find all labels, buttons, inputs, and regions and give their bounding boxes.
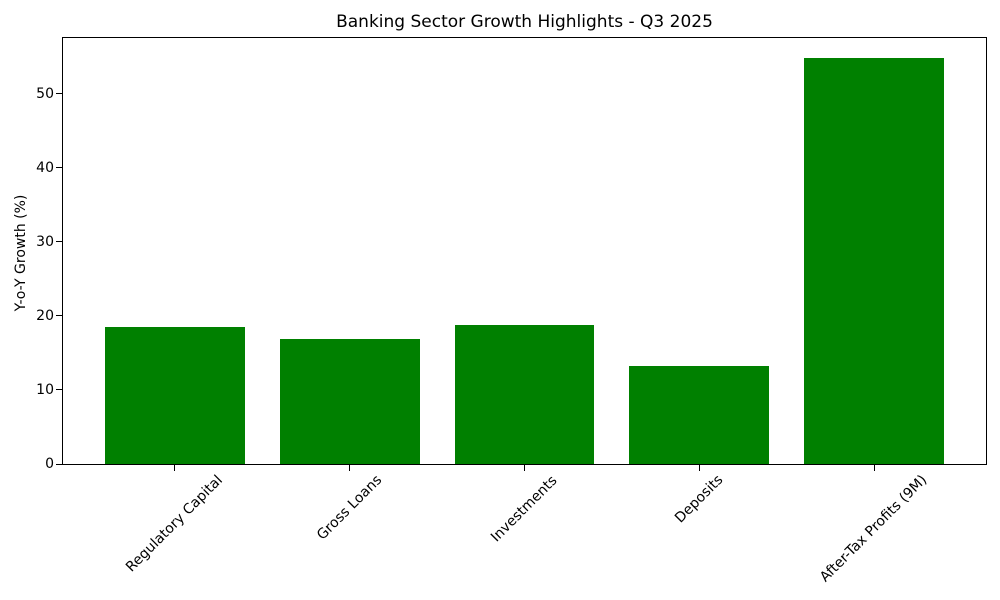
y-tick-label: 30 <box>36 233 54 250</box>
y-tick-mark <box>56 315 62 317</box>
y-tick-label: 20 <box>36 307 54 324</box>
bar-deposits <box>629 365 770 464</box>
x-tick-mark <box>174 465 176 471</box>
bar-regulatory-capital <box>104 327 245 464</box>
y-axis-label: Y-o-Y Growth (%) <box>13 194 29 312</box>
y-tick-mark <box>56 241 62 243</box>
y-tick-mark <box>56 389 62 391</box>
x-tick-label: Gross Loans <box>313 472 385 544</box>
bar-investments <box>454 324 595 464</box>
y-tick-label: 50 <box>36 85 54 102</box>
x-tick-mark <box>524 465 525 471</box>
y-tick-mark <box>56 93 62 95</box>
x-tick-mark <box>698 465 700 471</box>
plot-area <box>62 37 987 465</box>
x-tick-label: After-Tax Profits (9M) <box>817 471 931 586</box>
x-tick-mark <box>349 465 351 471</box>
chart-title: Banking Sector Growth Highlights - Q3 20… <box>336 12 713 32</box>
y-tick-mark <box>56 463 62 465</box>
bar-after-tax-profits-9m <box>804 58 945 464</box>
x-tick-label: Regulatory Capital <box>122 472 226 576</box>
x-tick-label: Deposits <box>671 472 727 527</box>
y-tick-label: 0 <box>45 456 54 472</box>
x-tick-mark <box>873 465 875 471</box>
y-tick-label: 10 <box>36 381 54 398</box>
y-tick-label: 40 <box>36 159 54 176</box>
x-tick-label: Investments <box>487 472 561 545</box>
bar-gross-loans <box>279 338 420 464</box>
y-tick-mark <box>56 167 62 169</box>
